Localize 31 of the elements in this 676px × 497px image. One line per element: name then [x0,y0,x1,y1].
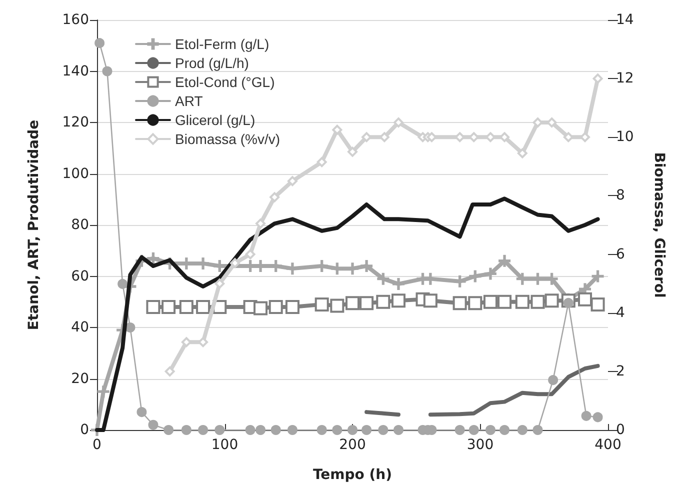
x-tick-label: 0 [92,437,102,453]
y2-tick-label: 2 [616,363,625,380]
y-tick-label: 80 [71,217,89,233]
y-axis-title: Etanol, ART, Produtividade [26,120,42,330]
y-tick-label: 160 [62,12,89,28]
x-tick-label: 200 [339,437,366,453]
y-tick-label: 140 [62,63,89,80]
y-tick-label: 0 [80,422,89,438]
y2-tick-label: 6 [616,246,625,262]
x-tick-label: 300 [466,437,494,453]
x-tick-label: 100 [211,437,238,453]
legend-label: Glicerol (g/L) [175,112,256,128]
y2-tick-label: 10 [616,129,634,146]
legend-label: ART [175,93,204,109]
y2-tick-label: 8 [616,188,625,204]
y-tick-label: 40 [71,320,89,336]
y2-axis-title: Biomassa, Glicerol [651,152,667,298]
legend-label: Etol-Ferm (g/L) [175,36,270,52]
y2-tick-label: 12 [616,70,634,87]
y-tick-label: 100 [62,166,89,182]
x-tick-label: 400 [594,437,622,453]
y-tick-label: 60 [71,268,89,284]
y-tick-label: 120 [62,114,89,130]
legend-label: Biomassa (%v/v) [175,131,280,147]
y2-tick-label: 14 [616,12,634,28]
legend-label: Prod (g/L/h) [175,55,249,71]
y2-tick-label: 0 [616,422,625,438]
y-tick-label: 20 [71,370,89,387]
legend-label: Etol-Cond (°GL) [175,74,275,90]
x-axis-title: Tempo (h) [312,467,392,483]
y2-tick-label: 4 [616,304,625,321]
